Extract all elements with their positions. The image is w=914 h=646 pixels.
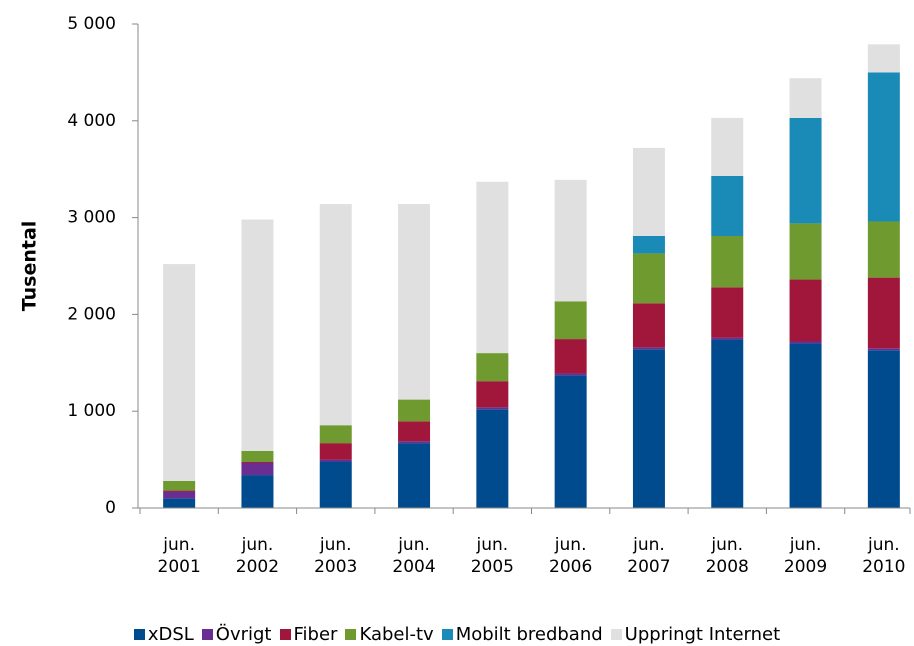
y-tick-label: 4 000 (67, 111, 116, 131)
bar-segment (163, 491, 196, 499)
legend-swatch (279, 629, 291, 640)
bar-segment (789, 117, 822, 224)
bar-segment (632, 235, 665, 254)
x-tick-label: jun. 2007 (627, 535, 671, 577)
x-tick-label: jun. 2005 (470, 535, 514, 577)
x-tick-label: jun. 2003 (314, 535, 358, 577)
bar-segment (554, 339, 587, 374)
bar-segment (711, 235, 744, 288)
bar-segment (789, 279, 822, 342)
legend: xDSL Övrigt Fiber Kabel-tv Mobilt bredband Up… (0, 624, 914, 645)
bar-segment (319, 461, 352, 508)
bar-segment (711, 117, 744, 176)
x-tick-label: jun. 2010 (862, 535, 906, 577)
y-tick-label: 5 000 (67, 14, 116, 34)
x-tick-label: jun. 2004 (392, 535, 436, 577)
legend-label: Fiber (293, 624, 338, 645)
legend-label: xDSL (147, 624, 194, 645)
y-tick-label: 1 000 (67, 401, 116, 421)
bar-segment (319, 204, 352, 426)
legend-swatch (133, 629, 145, 640)
bar-segment (241, 462, 274, 463)
bar-segment (398, 204, 431, 400)
y-tick-label: 0 (105, 498, 116, 518)
legend-label: Övrigt (215, 624, 272, 645)
bar-segment (476, 409, 509, 508)
x-tick-label: jun. 2006 (549, 535, 593, 577)
bar-segment (632, 303, 665, 348)
legend-item: Kabel-tv (345, 624, 434, 645)
bar-segment (319, 459, 352, 462)
bar-segment (398, 441, 431, 444)
x-tick-label: jun. 2008 (705, 535, 749, 577)
bar-segment (711, 287, 744, 338)
legend-swatch (345, 629, 357, 640)
bar-segment (319, 443, 352, 460)
bar-segment (398, 421, 431, 442)
bar-segment (241, 219, 274, 451)
bar-segment (476, 181, 509, 354)
bar-segment (632, 347, 665, 350)
bar-segment (163, 264, 196, 481)
bar-segment (867, 72, 900, 222)
bar-segment (554, 373, 587, 376)
bar-segment (163, 480, 196, 491)
bar-segment (867, 277, 900, 349)
bar-segment (789, 223, 822, 280)
bar-segment (789, 341, 822, 344)
bar-segment (554, 301, 587, 340)
bar-segment (789, 343, 822, 508)
bar-segment (476, 353, 509, 382)
bar-segment (319, 425, 352, 444)
bar-segment (554, 179, 587, 302)
bar-segment (241, 475, 274, 508)
bar-segment (163, 498, 196, 508)
x-tick-label: jun. 2002 (235, 535, 280, 577)
legend-item: xDSL (133, 624, 194, 645)
legend-label: Uppringt Internet (624, 624, 781, 645)
legend-label: Mobilt bredband (455, 624, 603, 645)
bar-segment (476, 407, 509, 410)
bar-segment (241, 450, 274, 463)
bar-segment (398, 443, 431, 508)
legend-swatch (201, 629, 213, 640)
y-tick-label: 2 000 (67, 304, 116, 324)
legend-item: Övrigt (201, 624, 272, 645)
bar-segment (867, 350, 900, 508)
y-axis-title: Tusental (19, 221, 41, 312)
bar-segment (789, 78, 822, 118)
x-tick-label: jun. 2009 (783, 535, 828, 577)
bar-segment (867, 221, 900, 278)
bar-segment (163, 490, 196, 492)
x-tick-label: jun. 2001 (157, 535, 201, 577)
bar-segment (632, 349, 665, 508)
bar-segment (476, 381, 509, 408)
y-tick-label: 3 000 (67, 208, 116, 228)
bar-segment (632, 147, 665, 236)
legend-item: Fiber (279, 624, 338, 645)
bar-segment (867, 44, 900, 73)
bar-segment (554, 375, 587, 508)
bar-segment (398, 399, 431, 422)
bar-segment (711, 339, 744, 508)
legend-swatch (610, 629, 622, 640)
bar-segment (711, 175, 744, 236)
bar-segment (632, 253, 665, 304)
bar-segment (241, 462, 274, 476)
legend-swatch (441, 629, 453, 640)
legend-item: Uppringt Internet (610, 624, 781, 645)
bar-segment (867, 348, 900, 351)
bar-segment (711, 337, 744, 340)
legend-label: Kabel-tv (359, 624, 434, 645)
legend-item: Mobilt bredband (441, 624, 603, 645)
